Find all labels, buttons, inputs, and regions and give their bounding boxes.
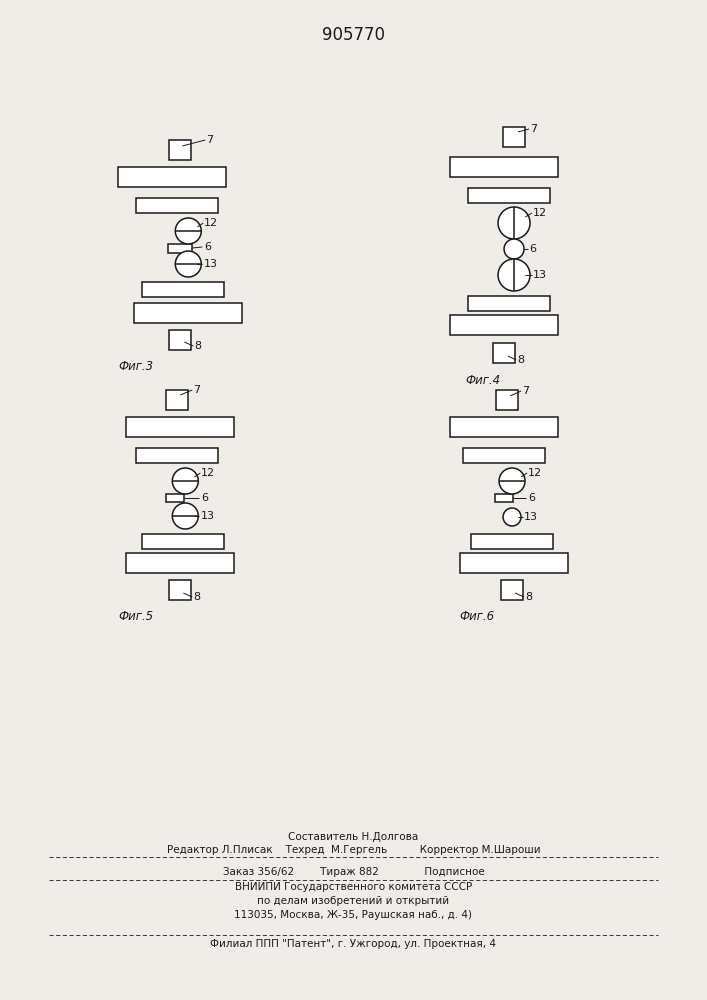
Circle shape <box>173 503 198 529</box>
Bar <box>127 553 234 573</box>
Bar <box>450 417 558 437</box>
Bar <box>134 303 243 323</box>
Bar <box>501 580 523 600</box>
Bar <box>503 127 525 147</box>
Bar <box>127 417 234 437</box>
Bar <box>493 343 515 363</box>
Bar <box>169 140 192 160</box>
Text: 8: 8 <box>193 592 200 602</box>
Circle shape <box>498 259 530 291</box>
Bar <box>169 330 192 350</box>
Circle shape <box>504 239 524 259</box>
Text: 7: 7 <box>206 135 214 145</box>
Text: Фиг.4: Фиг.4 <box>465 373 500 386</box>
Bar <box>495 494 513 502</box>
Text: 8: 8 <box>194 341 201 351</box>
Circle shape <box>503 508 521 526</box>
Text: 6: 6 <box>528 493 535 503</box>
Text: Филиал ППП "Патент", г. Ужгород, ул. Проектная, 4: Филиал ППП "Патент", г. Ужгород, ул. Про… <box>211 939 496 949</box>
Text: Фиг.3: Фиг.3 <box>118 360 153 373</box>
Bar <box>463 448 545 462</box>
Circle shape <box>173 468 198 494</box>
Text: 13: 13 <box>201 511 216 521</box>
Text: 12: 12 <box>533 208 547 218</box>
Text: ВНИИПИ Государственного комитета СССР: ВНИИПИ Государственного комитета СССР <box>235 882 472 892</box>
Text: 905770: 905770 <box>322 26 385 44</box>
Bar <box>450 315 558 335</box>
Text: 12: 12 <box>204 218 218 228</box>
Bar <box>471 534 553 548</box>
Text: 7: 7 <box>193 385 200 395</box>
Circle shape <box>499 468 525 494</box>
Text: 12: 12 <box>528 468 542 478</box>
Text: Фиг.5: Фиг.5 <box>118 610 153 624</box>
Bar <box>450 157 558 177</box>
Text: 13: 13 <box>533 270 547 280</box>
Text: Редактор Л.Плисак    Техред  М.Гергель          Корректор М.Шароши: Редактор Л.Плисак Техред М.Гергель Корре… <box>167 845 540 855</box>
Bar <box>468 296 550 310</box>
Bar <box>169 580 192 600</box>
Text: Фиг.6: Фиг.6 <box>459 610 494 624</box>
Text: 7: 7 <box>522 386 529 396</box>
Bar <box>118 167 226 187</box>
Text: 113035, Москва, Ж-35, Раушская наб., д. 4): 113035, Москва, Ж-35, Раушская наб., д. … <box>235 910 472 920</box>
Bar <box>166 494 185 502</box>
Bar <box>142 534 224 548</box>
Text: Составитель Н.Долгова: Составитель Н.Долгова <box>288 832 419 842</box>
Text: 8: 8 <box>517 355 524 365</box>
Bar <box>166 390 188 410</box>
Text: 13: 13 <box>524 512 538 522</box>
Circle shape <box>175 218 201 244</box>
Bar <box>136 448 218 462</box>
Text: 13: 13 <box>204 259 218 269</box>
Bar <box>460 553 568 573</box>
Text: 7: 7 <box>530 124 537 134</box>
Bar <box>136 198 218 213</box>
Circle shape <box>498 207 530 239</box>
Bar <box>168 243 192 252</box>
Bar <box>496 390 518 410</box>
Text: 6: 6 <box>529 244 536 254</box>
Text: 8: 8 <box>525 592 532 602</box>
Text: по делам изобретений и открытий: по делам изобретений и открытий <box>257 896 450 906</box>
Bar <box>142 282 224 296</box>
Bar <box>468 188 550 202</box>
Text: Заказ 356/62        Тираж 882              Подписное: Заказ 356/62 Тираж 882 Подписное <box>223 867 484 877</box>
Circle shape <box>175 251 201 277</box>
Text: 12: 12 <box>201 468 216 478</box>
Text: 6: 6 <box>204 242 211 252</box>
Text: 6: 6 <box>201 493 209 503</box>
